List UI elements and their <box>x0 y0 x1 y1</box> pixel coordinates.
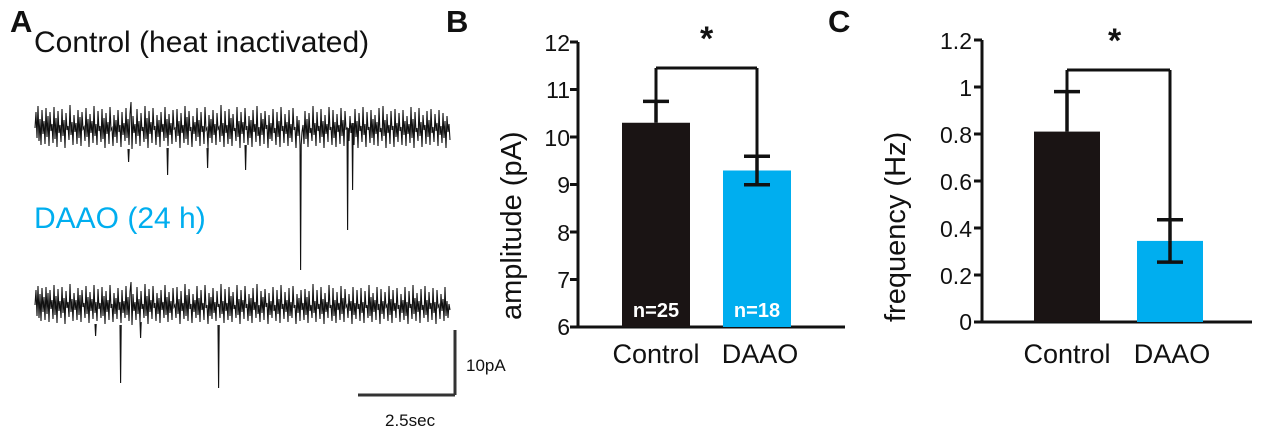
panel-b-plot <box>570 40 845 329</box>
panel-c-xtick-control: Control <box>1023 339 1111 369</box>
trace-daao <box>34 281 451 389</box>
scale-bar-label-horizontal: 2.5sec <box>385 411 436 430</box>
panel-c-errorbar-control <box>1054 89 1080 132</box>
panel-b-significance-bracket <box>654 66 759 157</box>
panel-c-plot <box>974 38 1252 324</box>
panel-b-ytick-7: 7 <box>557 267 570 293</box>
panel-letter-a: A <box>10 4 33 39</box>
panel-b-bar-control <box>622 122 690 327</box>
panel-c-ytick-0p8: 0.8 <box>940 122 972 148</box>
panel-c-significance-bracket <box>1065 68 1172 220</box>
panel-b-axes <box>570 40 845 329</box>
panel-c-bar-control <box>1034 131 1100 322</box>
panel-c-ytick-0p4: 0.4 <box>940 216 972 242</box>
panel-c-axes <box>974 38 1252 324</box>
panel-b-ytick-11: 11 <box>546 77 570 103</box>
panel-b-ytick-12: 12 <box>544 30 570 56</box>
panel-c-ytick-0p6: 0.6 <box>940 169 972 195</box>
scale-bar-label-vertical: 10pA <box>466 356 506 375</box>
trace-label-daao: DAAO (24 h) <box>34 202 206 235</box>
trace-control <box>34 101 451 271</box>
panel-b-errorbar-control <box>643 99 669 123</box>
panel-b-n-control: n=25 <box>632 300 680 322</box>
panel-b-n-daao: n=18 <box>733 300 781 322</box>
panel-c-significance-star: * <box>1108 22 1122 60</box>
panel-letter-b: B <box>446 4 469 39</box>
panel-b-ytick-9: 9 <box>557 172 570 198</box>
panel-b-bar-daao <box>723 170 791 327</box>
trace-recordings <box>34 101 457 397</box>
panel-c-y-axis-title: frequency (Hz) <box>880 131 912 322</box>
panel-c-xtick-daao: DAAO <box>1133 339 1211 369</box>
trace-label-control: Control (heat inactivated) <box>34 26 370 59</box>
panel-c-ytick-0: 0 <box>959 309 972 335</box>
panel-c-ytick-1p2: 1.2 <box>940 28 972 54</box>
panel-b-ytick-10: 10 <box>544 125 570 151</box>
scale-bar <box>358 330 457 397</box>
panel-b-xtick-daao: DAAO <box>721 339 799 369</box>
panel-b-xtick-control: Control <box>612 339 700 369</box>
panel-c-ytick-0p2: 0.2 <box>940 263 972 289</box>
panel-letter-c: C <box>828 4 851 39</box>
panel-b-significance-star: * <box>700 20 714 58</box>
panel-c-ytick-1: 1 <box>959 75 972 101</box>
panel-b-ytick-8: 8 <box>557 220 570 246</box>
panel-b-ytick-6: 6 <box>557 314 570 340</box>
